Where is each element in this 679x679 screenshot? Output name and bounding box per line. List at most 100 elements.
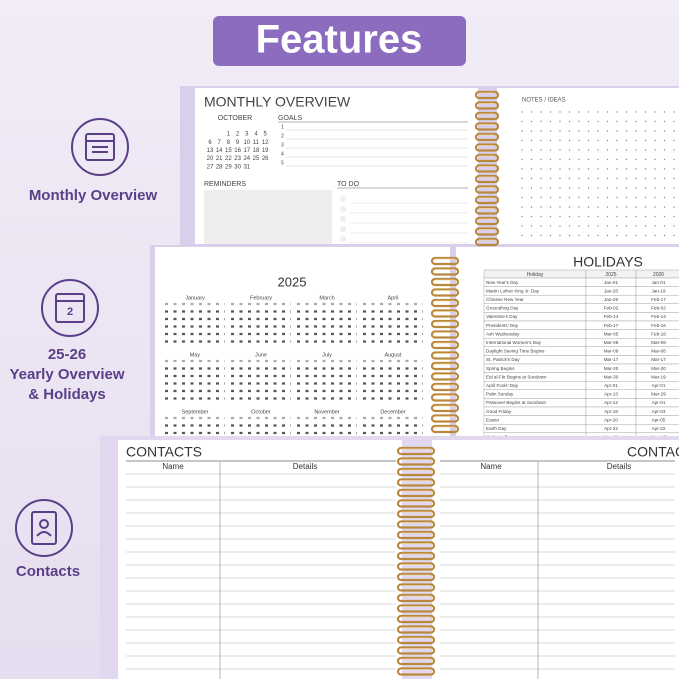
dot xyxy=(587,111,590,113)
dot xyxy=(663,120,666,123)
table-cell-text: Apr-03 xyxy=(652,409,666,414)
calendar-day: 18 xyxy=(253,148,260,154)
dot xyxy=(568,187,571,189)
dot xyxy=(530,130,533,132)
section-label: GOALS xyxy=(278,115,302,122)
spiral-ring xyxy=(396,635,436,645)
title-pill xyxy=(213,16,466,66)
dot xyxy=(559,215,561,218)
spiral-ring xyxy=(396,457,436,466)
dot xyxy=(521,139,523,142)
spiral-ring xyxy=(396,499,436,508)
dot xyxy=(521,215,523,218)
dot xyxy=(606,215,609,218)
icon-number: 2 xyxy=(67,306,73,318)
table-cell-text: Eid al-Fitr Begins at Sundown xyxy=(486,374,547,379)
goal-number: 1 xyxy=(281,124,284,130)
table-cell-text: Earth Day xyxy=(486,426,507,431)
dot xyxy=(644,225,647,227)
dot xyxy=(521,158,523,161)
dot xyxy=(663,234,666,237)
dot xyxy=(663,225,666,227)
page-title: CONTAC xyxy=(627,444,679,460)
dot xyxy=(644,158,647,161)
icon-person xyxy=(39,519,49,529)
dot xyxy=(635,225,637,227)
table-cell-text: Apr-22 xyxy=(652,426,666,431)
dot xyxy=(597,187,599,189)
table-cell-text: Palm Sunday xyxy=(486,392,514,397)
dot xyxy=(530,120,533,123)
spiral-ring xyxy=(474,101,500,110)
calendar-day: 23 xyxy=(234,156,241,162)
dot xyxy=(654,120,656,123)
goal-number: 4 xyxy=(281,151,284,157)
dot xyxy=(568,177,571,180)
dot xyxy=(568,225,571,227)
dot xyxy=(521,120,523,123)
calendar-day: 4 xyxy=(254,132,258,138)
dot xyxy=(530,225,533,227)
dot xyxy=(587,139,590,142)
dot xyxy=(616,120,618,123)
dot xyxy=(635,130,637,132)
spiral-ring xyxy=(430,414,460,423)
calendar-day: 27 xyxy=(207,164,214,170)
icon-book xyxy=(31,511,57,545)
dot xyxy=(559,168,561,170)
dot xyxy=(625,168,628,170)
dot xyxy=(559,120,561,123)
dot xyxy=(559,206,561,208)
calendar-day: 28 xyxy=(216,164,223,170)
dot xyxy=(568,111,571,113)
dot xyxy=(616,168,618,170)
dot xyxy=(625,177,628,180)
dot xyxy=(578,130,580,132)
dot xyxy=(606,177,609,180)
dot xyxy=(673,187,675,189)
spiral-ring xyxy=(396,656,436,666)
dot xyxy=(559,177,561,180)
calendar-day: 1 xyxy=(227,132,231,138)
dot xyxy=(597,120,599,123)
calendar-day: 13 xyxy=(207,148,214,154)
dot xyxy=(540,111,542,113)
table-cell-text: Feb-16 xyxy=(651,323,666,328)
dot xyxy=(635,120,637,123)
dot xyxy=(568,158,571,161)
section-label: TO DO xyxy=(337,181,360,188)
spiral-ring xyxy=(430,330,460,339)
month-name: August xyxy=(384,352,402,358)
calendar-day: 21 xyxy=(216,156,223,162)
dot xyxy=(549,215,552,218)
dot xyxy=(635,139,637,142)
spiral-ring xyxy=(474,206,500,215)
dot xyxy=(673,111,675,113)
calendar-day: 17 xyxy=(243,148,250,154)
dot xyxy=(559,149,561,151)
spiral-ring xyxy=(396,646,436,655)
dot xyxy=(654,168,656,170)
dot xyxy=(673,168,675,170)
dot xyxy=(521,111,523,113)
dot xyxy=(597,196,599,199)
dot xyxy=(540,215,542,218)
calendar-day: 8 xyxy=(227,140,231,146)
calendar-day: 15 xyxy=(225,148,232,154)
dot xyxy=(606,234,609,237)
table-cell-text: Apr-05 xyxy=(652,417,666,422)
dot xyxy=(663,139,666,142)
dot xyxy=(559,187,561,189)
dot xyxy=(521,225,523,227)
calendar-day: 9 xyxy=(236,140,240,146)
spiral-ring xyxy=(396,583,436,592)
calendar-day: 24 xyxy=(243,156,250,162)
dot xyxy=(578,158,580,161)
dot xyxy=(635,177,637,180)
page xyxy=(497,88,679,244)
feature-label: Monthly Overview xyxy=(29,187,158,204)
spiral-ring xyxy=(396,614,436,624)
dot xyxy=(597,158,599,161)
table-cell-text: Chinese New Year xyxy=(486,297,524,302)
